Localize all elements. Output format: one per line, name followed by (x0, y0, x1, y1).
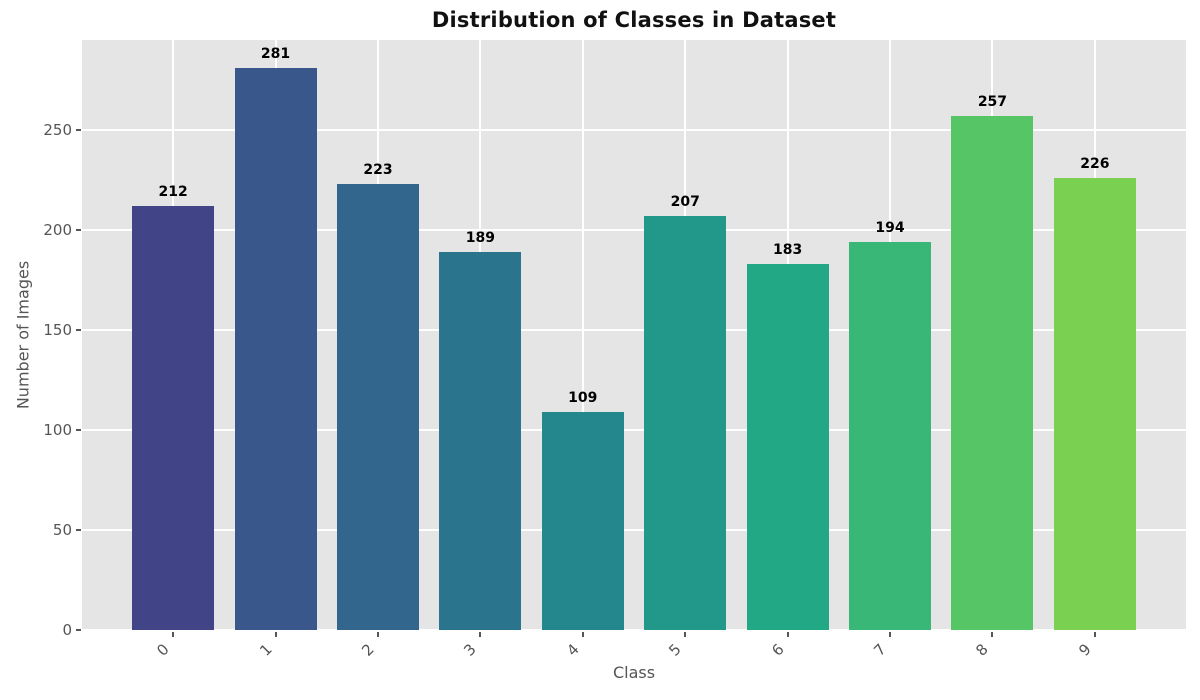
horizontal-gridline (82, 429, 1186, 431)
y-tick-mark (76, 429, 81, 431)
bar (747, 264, 829, 630)
horizontal-gridline (82, 329, 1186, 331)
x-tick-label: 7 (870, 640, 890, 660)
x-axis-label: Class (612, 663, 656, 682)
x-tick-mark (581, 632, 584, 637)
x-tick-mark (991, 632, 994, 637)
x-tick-label: 5 (665, 640, 685, 660)
y-tick-mark (76, 529, 81, 531)
bar-value-label: 257 (977, 94, 1008, 110)
x-tick-mark (786, 632, 789, 637)
y-tick-label: 100 (43, 421, 72, 439)
y-tick-label: 250 (43, 121, 72, 139)
x-tick-mark (479, 632, 482, 637)
x-tick-mark (376, 632, 379, 637)
bar (542, 412, 624, 630)
bar (439, 252, 521, 630)
y-tick-label: 200 (43, 221, 72, 239)
bar-value-label: 226 (1080, 156, 1110, 172)
y-tick-mark (76, 229, 81, 231)
bar-value-label: 223 (363, 162, 393, 178)
y-tick-label: 0 (62, 621, 72, 639)
bar-value-label: 194 (875, 220, 905, 236)
bar (337, 184, 419, 630)
vertical-gridline (581, 40, 584, 630)
y-tick-label: 50 (52, 521, 72, 539)
bar-value-label: 212 (158, 184, 188, 200)
x-tick-label: 4 (563, 640, 583, 660)
horizontal-gridline (82, 629, 1186, 631)
bar (849, 242, 931, 630)
bar (644, 216, 726, 630)
x-tick-mark (889, 632, 892, 637)
x-tick-label: 3 (460, 640, 481, 660)
horizontal-gridline (82, 529, 1186, 531)
x-tick-label: 1 (255, 640, 276, 660)
bar (951, 116, 1033, 630)
bar (1054, 178, 1136, 630)
horizontal-gridline (82, 129, 1186, 131)
x-tick-mark (684, 632, 687, 637)
x-tick-label: 9 (1075, 640, 1095, 660)
x-tick-mark (274, 632, 277, 637)
plot-area: 212 281 223 189 109 207 183 194 257 226 (82, 40, 1186, 631)
x-tick-label: 6 (767, 640, 788, 660)
bar-value-label: 207 (670, 194, 700, 210)
bar (235, 68, 317, 630)
y-tick-mark (76, 329, 81, 331)
x-tick-mark (172, 632, 175, 637)
chart-title: Distribution of Classes in Dataset (431, 8, 837, 32)
x-tick-mark (1093, 632, 1096, 637)
x-tick-label: 8 (972, 640, 993, 660)
bar-value-label: 281 (260, 46, 291, 62)
horizontal-gridline (82, 229, 1186, 231)
bar-value-label: 109 (568, 390, 598, 406)
x-tick-label: 0 (153, 640, 173, 660)
y-axis-label: Number of Images (13, 260, 33, 410)
x-tick-label: 2 (358, 640, 378, 660)
y-tick-label: 150 (43, 321, 72, 339)
y-tick-mark (76, 129, 81, 131)
bar-value-label: 189 (465, 230, 495, 246)
bar-value-label: 183 (772, 242, 803, 258)
bar (132, 206, 214, 630)
y-tick-mark (76, 629, 81, 631)
